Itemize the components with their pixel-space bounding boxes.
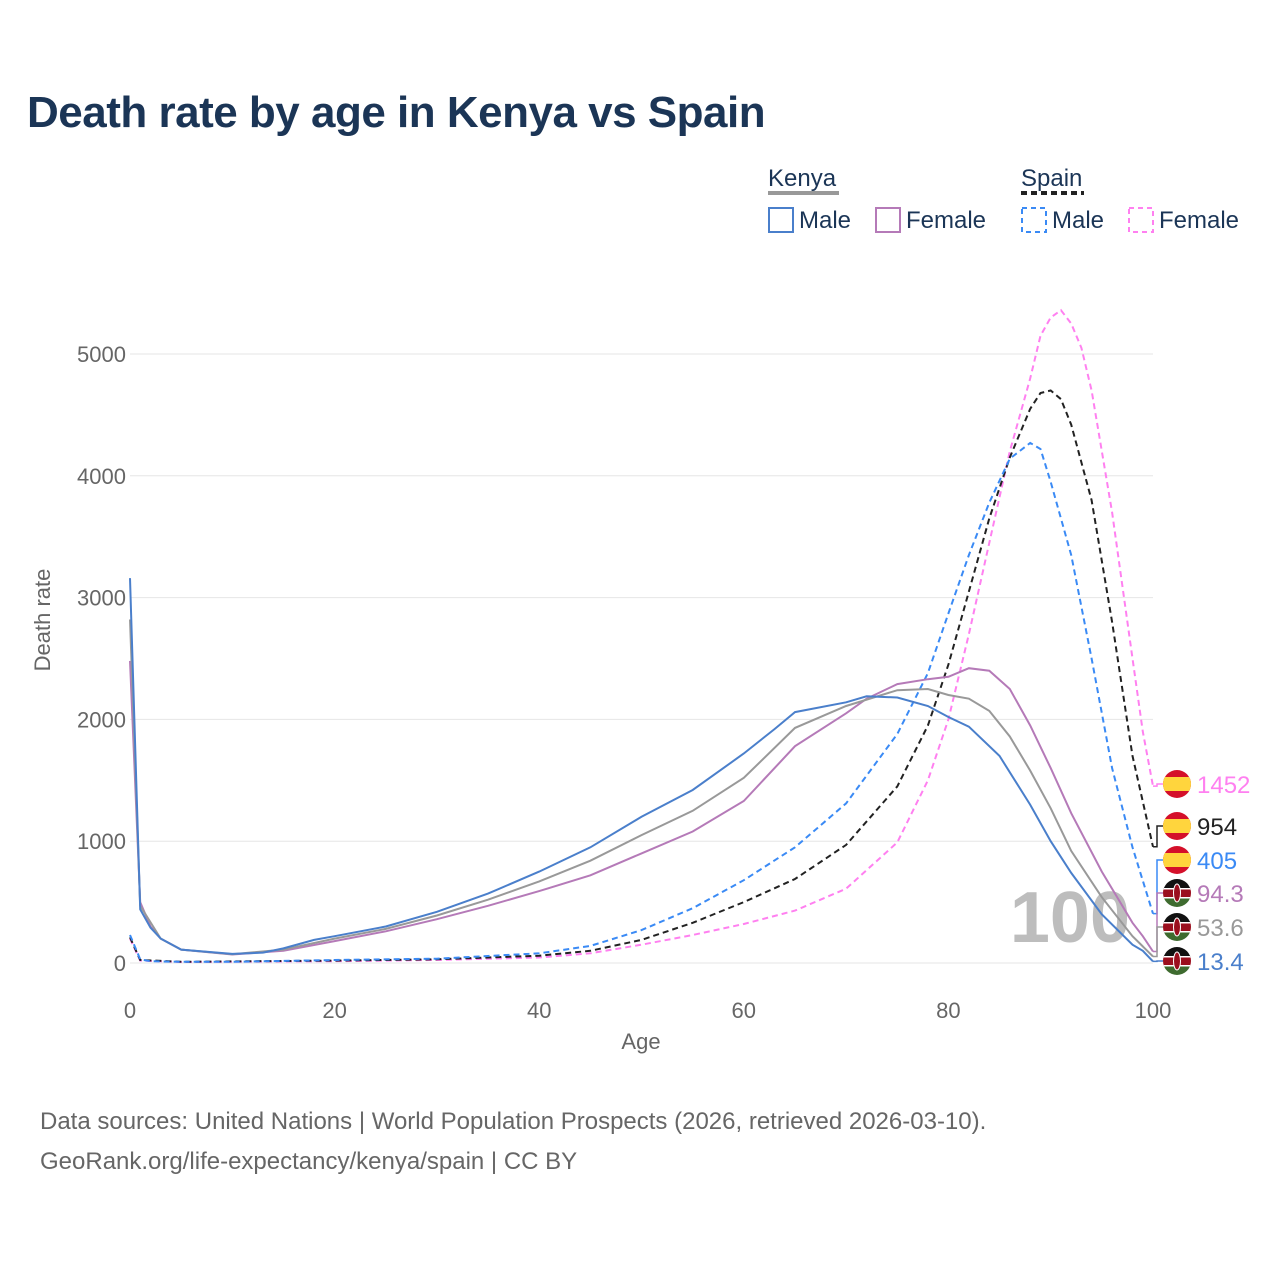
- y-tick-label: 4000: [77, 464, 126, 489]
- y-axis-label: Death rate: [30, 569, 55, 672]
- x-tick-label: 40: [527, 998, 551, 1023]
- x-tick-label: 80: [936, 998, 960, 1023]
- y-tick-label: 3000: [77, 586, 126, 611]
- flag-shield: [1173, 883, 1181, 903]
- flag-body: [1163, 879, 1191, 907]
- x-tick-label: 0: [124, 998, 136, 1023]
- end-label: 1452: [1197, 772, 1250, 799]
- flag-yellow: [1163, 777, 1191, 791]
- y-tick-label: 2000: [77, 707, 126, 732]
- end-label: 405: [1197, 848, 1237, 875]
- series-line-spain-female: [129, 308, 1154, 964]
- legend-swatch: [875, 207, 901, 233]
- kenya-flag-icon: [1163, 947, 1191, 975]
- legend-swatch: [768, 207, 794, 233]
- series-line-spain-male: [129, 441, 1154, 963]
- source-line-1: Data sources: United Nations | World Pop…: [40, 1108, 987, 1135]
- end-label: 13.4: [1197, 949, 1244, 976]
- flag-yellow: [1163, 819, 1191, 833]
- legend-swatch: [1128, 207, 1154, 233]
- end-label-connector: [1153, 825, 1163, 848]
- x-axis-label: Age: [621, 1029, 660, 1054]
- flag-body: [1163, 947, 1191, 975]
- flag-body: [1163, 812, 1191, 840]
- kenya-flag-icon: [1163, 913, 1191, 941]
- end-label-connector: [1153, 926, 1163, 958]
- series-line-kenya-male: [129, 578, 1154, 963]
- y-tick-label: 1000: [77, 829, 126, 854]
- end-label-connector: [1153, 892, 1163, 953]
- legend-group-spain: Spain: [1021, 165, 1082, 192]
- legend-group-kenya: Kenya: [768, 165, 837, 192]
- end-label: 94.3: [1197, 881, 1244, 908]
- x-tick-label: 100: [1135, 998, 1172, 1023]
- legend-item-label: Male: [1052, 207, 1104, 234]
- end-label: 954: [1197, 814, 1237, 841]
- legend-item-label: Male: [799, 207, 851, 234]
- flag-body: [1163, 770, 1191, 798]
- spain-flag-icon: [1163, 846, 1191, 874]
- source-line-2: GeoRank.org/life-expectancy/kenya/spain …: [40, 1148, 578, 1175]
- flag-shield: [1173, 951, 1181, 971]
- end-label-connector: [1153, 859, 1163, 915]
- chart-title: Death rate by age in Kenya vs Spain: [27, 88, 766, 137]
- flag-yellow: [1163, 853, 1191, 867]
- y-tick-label: 5000: [77, 342, 126, 367]
- kenya-flag-icon: [1163, 879, 1191, 907]
- legend-swatch: [1021, 207, 1047, 233]
- series-line-kenya-female: [129, 660, 1154, 956]
- end-label: 53.6: [1197, 915, 1244, 942]
- end-label-connector: [1153, 783, 1163, 787]
- flag-shield: [1173, 917, 1181, 937]
- spain-flag-icon: [1163, 812, 1191, 840]
- series-line-spain: [129, 389, 1154, 963]
- flag-body: [1163, 846, 1191, 874]
- legend-item-label: Female: [1159, 207, 1239, 234]
- x-tick-label: 20: [322, 998, 346, 1023]
- watermark-year: 100: [1010, 878, 1130, 958]
- flag-body: [1163, 913, 1191, 941]
- y-tick-label: 0: [114, 951, 126, 976]
- series-line-kenya: [129, 619, 1154, 958]
- legend-item-label: Female: [906, 207, 986, 234]
- x-tick-label: 60: [732, 998, 756, 1023]
- spain-flag-icon: [1163, 770, 1191, 798]
